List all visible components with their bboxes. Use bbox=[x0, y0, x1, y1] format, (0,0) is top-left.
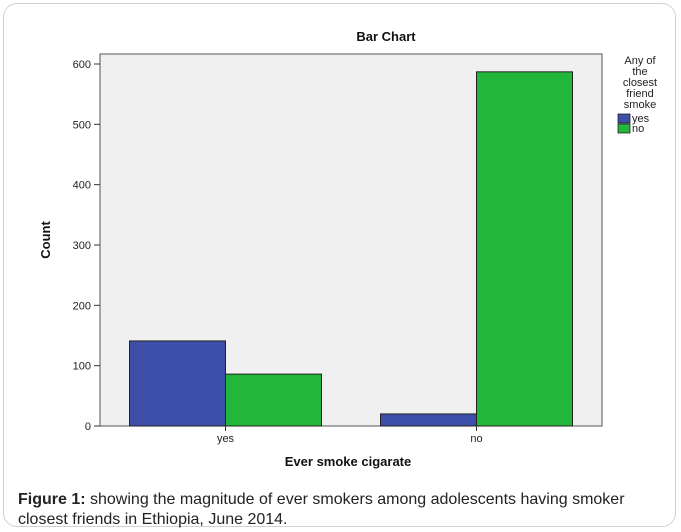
y-tick-label: 100 bbox=[73, 361, 91, 373]
legend-title-line: closest bbox=[623, 77, 657, 89]
legend-title-line: the bbox=[632, 66, 647, 78]
y-tick-label: 600 bbox=[73, 59, 91, 71]
caption-label: Figure 1: bbox=[18, 491, 86, 508]
legend-title-line: smoke bbox=[624, 99, 656, 111]
x-axis: yes no bbox=[217, 426, 483, 445]
legend-title-line: Any of bbox=[624, 55, 656, 67]
y-axis-label: Count bbox=[38, 221, 53, 259]
y-tick-label: 200 bbox=[73, 300, 91, 312]
bars bbox=[129, 71, 573, 427]
chart-title: Bar Chart bbox=[356, 29, 416, 44]
y-tick-label: 400 bbox=[73, 180, 91, 192]
y-tick-label: 0 bbox=[85, 421, 91, 433]
caption-text: showing the magnitude of ever smokers am… bbox=[18, 491, 625, 528]
bar-no-no bbox=[476, 71, 573, 427]
y-axis: 0 100 200 300 400 500 600 bbox=[73, 59, 100, 433]
x-axis-label: Ever smoke cigarate bbox=[285, 454, 411, 469]
legend-swatch-no bbox=[617, 123, 631, 134]
y-tick-label: 300 bbox=[73, 240, 91, 252]
legend-swatch-yes bbox=[617, 113, 631, 124]
x-tick-label: no bbox=[470, 433, 482, 445]
legend-label-no: no bbox=[632, 123, 644, 135]
legend-label-yes: yes bbox=[632, 113, 650, 125]
y-tick-label: 500 bbox=[73, 119, 91, 131]
bar-yes-no bbox=[380, 413, 477, 427]
bar-yes-yes bbox=[129, 340, 226, 427]
x-tick-label: yes bbox=[217, 433, 235, 445]
figure-frame: Bar Chart 0 100 200 300 400 500 600 yes no Coun… bbox=[3, 3, 676, 530]
legend-title-line: friend bbox=[626, 88, 654, 100]
bar-no-yes bbox=[225, 373, 322, 427]
figure-caption: Figure 1: showing the magnitude of ever … bbox=[18, 490, 673, 530]
chart-container: Bar Chart 0 100 200 300 400 500 600 yes no Coun… bbox=[18, 14, 670, 477]
